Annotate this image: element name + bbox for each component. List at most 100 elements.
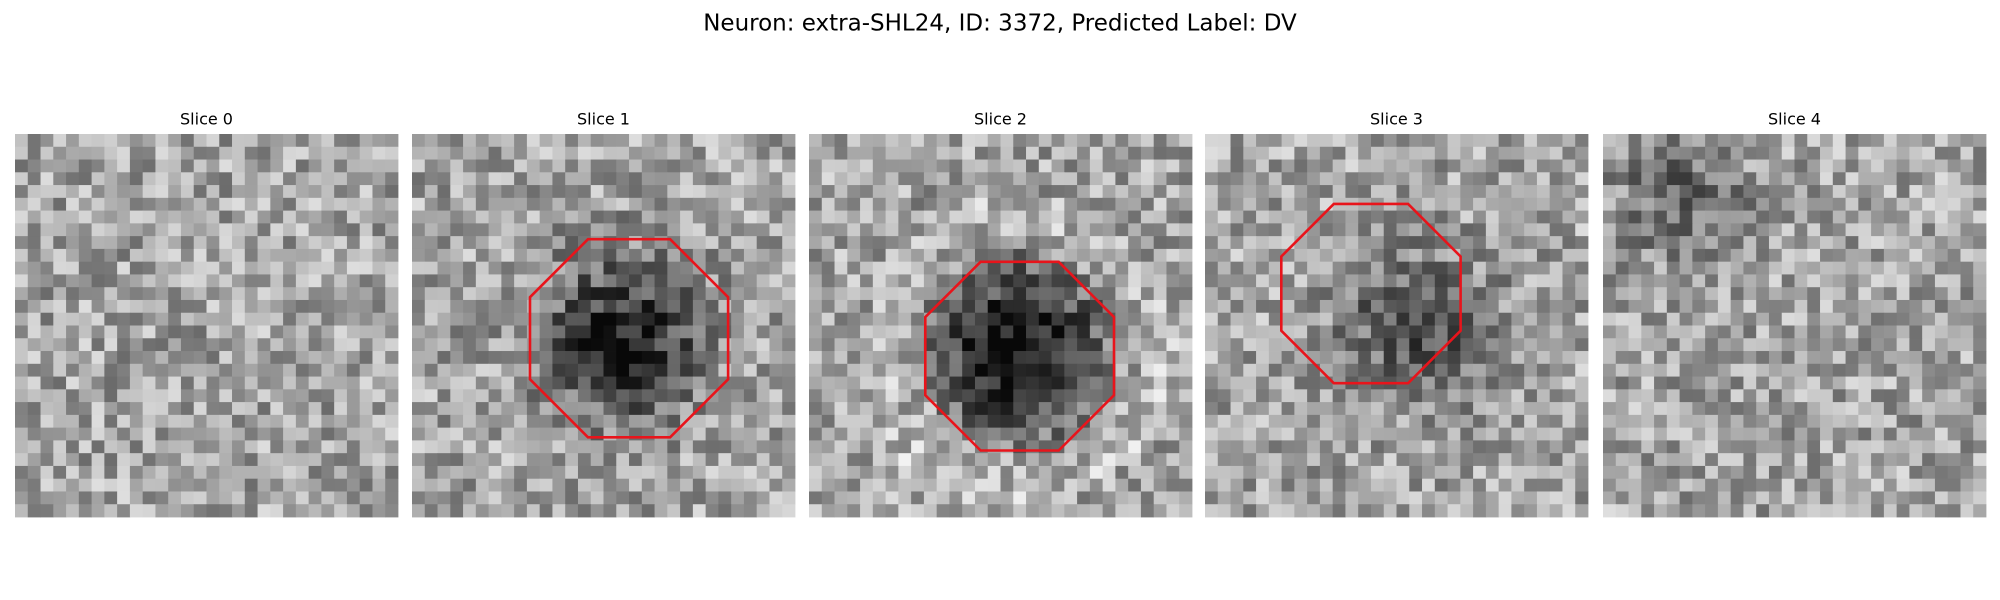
pixel <box>295 465 310 480</box>
pixel <box>27 185 41 199</box>
pixel <box>1230 274 1244 288</box>
pixel <box>821 299 835 314</box>
pixel <box>1934 363 1949 377</box>
pixel <box>1628 248 1642 263</box>
pixel <box>40 363 54 377</box>
pixel <box>257 465 271 480</box>
pixel <box>782 236 796 250</box>
pixel <box>1434 210 1448 224</box>
pixel <box>705 312 719 326</box>
pixel <box>1396 248 1410 263</box>
pixel <box>1051 223 1065 237</box>
pixel <box>847 414 861 429</box>
pixel <box>385 159 399 173</box>
pixel <box>1960 223 1974 237</box>
pixel <box>1807 351 1821 365</box>
pixel <box>680 210 694 224</box>
pixel <box>1230 465 1244 480</box>
pixel <box>680 351 694 365</box>
pixel <box>66 465 80 480</box>
pixel <box>1858 299 1872 314</box>
pixel <box>1243 478 1257 492</box>
pixel <box>385 274 399 288</box>
pixel <box>1089 197 1104 211</box>
pixel <box>91 185 105 199</box>
pixel <box>1615 351 1629 365</box>
pixel <box>1230 134 1244 148</box>
pixel <box>1858 402 1872 416</box>
pixel <box>629 223 643 237</box>
pixel <box>334 185 348 199</box>
pixel <box>1460 427 1474 441</box>
pixel <box>1628 325 1642 339</box>
pixel <box>1460 134 1474 148</box>
pixel <box>1973 504 1987 518</box>
pixel <box>577 223 592 237</box>
pixel <box>66 325 80 339</box>
pixel <box>15 185 29 199</box>
pixel <box>346 185 361 199</box>
pixel <box>1422 453 1436 467</box>
pixel <box>1205 274 1219 288</box>
pixel <box>1883 504 1898 518</box>
pixel <box>1473 338 1487 352</box>
pixel <box>847 453 861 467</box>
pixel <box>206 261 220 275</box>
pixel <box>155 465 169 480</box>
pixel <box>1575 159 1589 173</box>
pixel <box>1026 325 1040 339</box>
pixel <box>705 363 719 377</box>
pixel <box>1845 504 1859 518</box>
pixel <box>346 325 361 339</box>
pixel <box>552 504 566 518</box>
pixel <box>885 287 899 301</box>
pixel <box>1434 402 1448 416</box>
pixel <box>1549 248 1563 263</box>
pixel <box>219 134 233 148</box>
pixel <box>1140 248 1155 263</box>
pixel <box>1781 236 1795 250</box>
pixel <box>1077 414 1091 429</box>
pixel <box>1089 440 1104 454</box>
pixel <box>987 389 1001 403</box>
pixel <box>1832 236 1846 250</box>
pixel <box>743 274 758 288</box>
pixel <box>1281 236 1295 250</box>
pixel <box>437 274 451 288</box>
pixel <box>1743 134 1757 148</box>
pixel <box>1370 210 1385 224</box>
pixel <box>359 440 373 454</box>
pixel <box>450 146 464 160</box>
pixel <box>78 236 92 250</box>
pixel <box>1781 414 1795 429</box>
pixel <box>1692 491 1706 505</box>
pixel <box>539 325 553 339</box>
pixel <box>743 465 758 480</box>
pixel <box>667 210 681 224</box>
pixel <box>834 427 848 441</box>
pixel <box>1666 376 1680 390</box>
pixel <box>346 338 361 352</box>
pixel <box>654 376 668 390</box>
pixel <box>1409 440 1423 454</box>
pixel <box>821 223 835 237</box>
pixel <box>437 325 451 339</box>
pixel <box>91 261 105 275</box>
pixel <box>590 185 604 199</box>
pixel <box>743 287 758 301</box>
pixel <box>168 223 182 237</box>
pixel <box>539 402 553 416</box>
pixel <box>450 134 464 148</box>
pixel <box>923 351 938 365</box>
pixel <box>1434 146 1448 160</box>
pixel <box>1832 414 1846 429</box>
pixel <box>359 414 373 429</box>
pixel <box>1345 389 1359 403</box>
pixel <box>1319 325 1334 339</box>
pixel <box>1485 440 1500 454</box>
pixel <box>860 504 874 518</box>
pixel <box>1358 312 1372 326</box>
pixel <box>1485 134 1500 148</box>
pixel <box>577 197 592 211</box>
pixel <box>1858 351 1872 365</box>
